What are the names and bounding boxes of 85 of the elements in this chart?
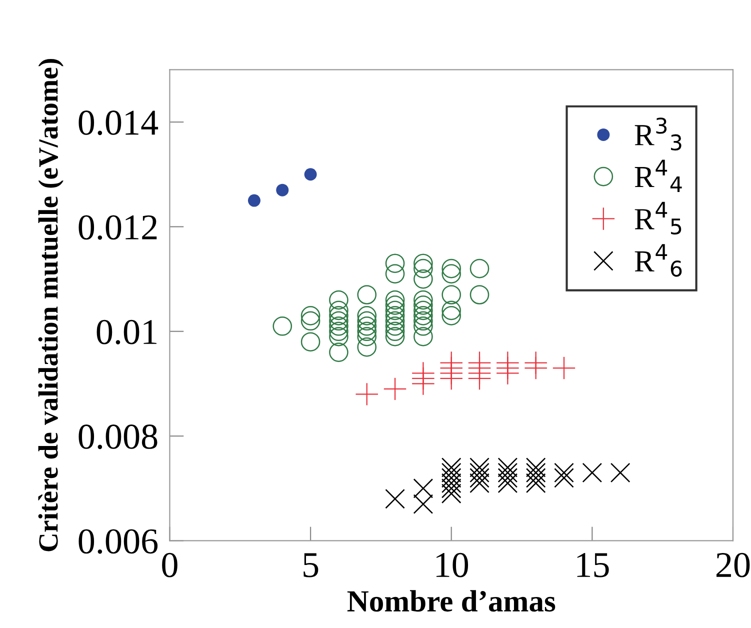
point (385, 254, 405, 273)
point (610, 462, 630, 482)
legend-label: R$^{4}$$_{4}$ (634, 160, 682, 192)
point (357, 306, 377, 326)
legend-label: R$^{4}$$_{5}$ (634, 202, 682, 235)
point (414, 326, 433, 346)
point (385, 322, 405, 342)
point (414, 311, 433, 331)
point (385, 489, 405, 509)
point (385, 296, 405, 315)
y-tick-label: 0.01 (96, 320, 156, 344)
point (276, 184, 289, 196)
point (414, 258, 433, 278)
point (582, 462, 602, 482)
point (357, 337, 377, 357)
point (414, 269, 433, 289)
point (329, 342, 348, 362)
point (357, 326, 377, 346)
point (385, 264, 405, 284)
point (385, 306, 405, 326)
point (385, 290, 405, 310)
point (414, 254, 433, 273)
point (248, 194, 260, 207)
point (470, 468, 490, 488)
point (300, 332, 320, 352)
point (413, 478, 433, 498)
point (329, 316, 348, 336)
y-axis-title: Critère de validation mutuelle (eV/atome) (38, 59, 64, 552)
x-tick-label: 0 (162, 552, 178, 578)
point (442, 264, 462, 284)
point (329, 322, 348, 342)
x-tick-label: 5 (304, 553, 318, 578)
point (414, 290, 433, 310)
point (414, 300, 433, 320)
point (440, 367, 462, 390)
y-tick-label: 0.014 (78, 110, 158, 136)
point (385, 316, 405, 336)
point (329, 326, 348, 346)
point (442, 306, 462, 326)
legend-label: R$^{4}$$_{6}$ (634, 244, 682, 277)
x-tick-label: 15 (577, 553, 609, 578)
point (329, 311, 348, 331)
point (413, 494, 433, 514)
point (498, 473, 518, 493)
point (442, 258, 462, 278)
point (300, 306, 320, 326)
point (357, 322, 377, 342)
point (524, 356, 547, 380)
point (470, 285, 490, 304)
point (470, 258, 490, 278)
point (442, 484, 462, 504)
point (442, 300, 462, 320)
point (272, 316, 292, 336)
point (385, 300, 405, 320)
point (526, 468, 546, 488)
x-tick-label: 20 (716, 552, 750, 578)
y-tick-label: 0.006 (78, 529, 158, 554)
point (304, 168, 317, 181)
point (414, 296, 433, 315)
point (300, 311, 320, 331)
point (554, 468, 574, 488)
point (329, 290, 348, 310)
point (329, 306, 348, 326)
point (414, 306, 433, 326)
point (442, 478, 462, 498)
point (414, 316, 433, 336)
point (385, 326, 405, 346)
x-tick-label: 10 (436, 552, 468, 578)
point (496, 362, 519, 384)
x-axis-title: Nombre d’amas (347, 590, 556, 612)
point (554, 462, 574, 482)
point (526, 473, 546, 493)
y-tick-label: 0.012 (78, 215, 157, 240)
point (498, 468, 518, 488)
legend-label: R$^{3}$$_{3}$ (634, 118, 682, 150)
point (442, 285, 462, 304)
point (357, 285, 377, 304)
point (470, 473, 490, 493)
point (329, 300, 348, 320)
point (385, 311, 405, 331)
point (357, 316, 377, 336)
point (356, 383, 378, 406)
point (357, 311, 377, 331)
y-tick-label: 0.008 (78, 424, 158, 450)
point (412, 372, 434, 395)
